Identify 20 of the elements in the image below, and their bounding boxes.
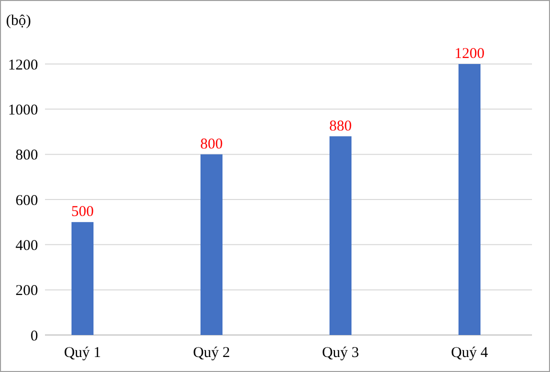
bar xyxy=(72,222,94,335)
data-label: 800 xyxy=(200,136,223,152)
data-label: 1200 xyxy=(454,46,484,62)
x-tick-label: Quý 2 xyxy=(192,345,230,361)
bar xyxy=(200,154,222,335)
x-tick-label: Quý 4 xyxy=(450,345,489,361)
y-tick-label: 1000 xyxy=(8,102,38,118)
y-tick-label: 600 xyxy=(16,192,38,209)
y-tick-label: 400 xyxy=(16,238,38,254)
y-tick-label: 200 xyxy=(16,283,38,300)
y-tick-label: 1200 xyxy=(8,57,38,74)
y-tick-label: 800 xyxy=(16,148,38,164)
y-tick-label: 0 xyxy=(30,328,38,344)
x-tick-label: Quý 3 xyxy=(322,345,360,361)
bar xyxy=(330,136,352,335)
x-tick-label: Quý 1 xyxy=(64,345,102,361)
y-axis-title: (bộ) xyxy=(6,13,31,29)
bar xyxy=(458,64,480,335)
data-label: 880 xyxy=(329,118,352,134)
data-label: 500 xyxy=(71,204,94,220)
